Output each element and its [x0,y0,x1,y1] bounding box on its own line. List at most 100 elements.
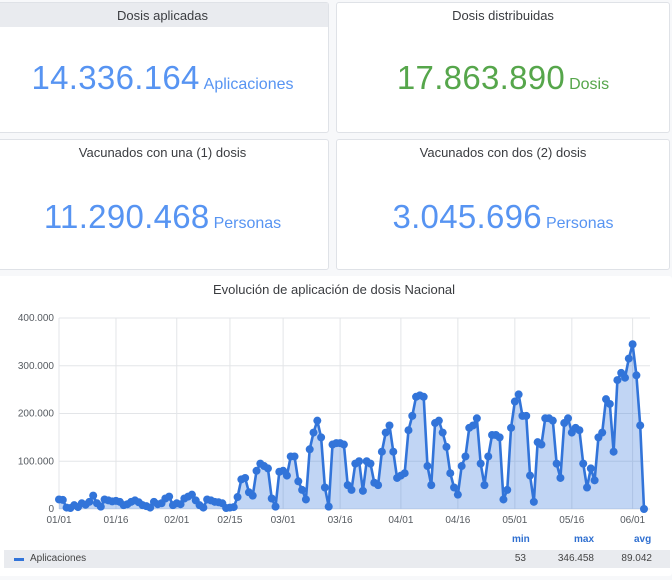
stat-unit: Aplicaciones [203,76,294,93]
stat-unit: Personas [545,215,614,232]
data-point [526,471,535,480]
data-point [400,469,409,478]
data-point [301,495,310,504]
data-point [282,471,291,480]
legend-header-min[interactable]: min [512,534,530,545]
data-point [548,416,557,425]
x-tick-label: 02/15 [217,515,242,526]
data-point [290,452,299,461]
data-point [537,440,546,449]
data-point [419,392,428,401]
y-tick-label: 300.000 [18,361,55,372]
y-tick-label: 0 [48,504,54,515]
data-point [271,502,280,511]
data-point [472,414,481,423]
data-point [385,421,394,430]
x-tick-label: 04/16 [445,515,470,526]
data-point [510,397,519,406]
panel-title[interactable]: Dosis aplicadas [0,3,328,27]
data-point [358,486,367,495]
legend-series-name[interactable]: Aplicaciones [30,553,87,564]
panel-title[interactable]: Vacunados con dos (2) dosis [419,145,587,160]
data-point [377,447,386,456]
data-point [621,373,630,382]
panel-evolucion-dosis: Evolución de aplicación de dosis Naciona… [0,276,672,576]
data-point [374,481,383,490]
stat-value-row: 3.045.696 Personas [337,198,669,236]
stat-value: 14.336.164 [31,59,200,96]
data-point [586,464,595,473]
data-point [624,354,633,363]
stat-value-row: 17.863.890 Dosis [337,59,669,97]
data-point [339,440,348,449]
legend-row-aplicaciones[interactable]: Aplicaciones 53 346.458 89.042 [4,550,670,568]
data-point [632,371,641,380]
data-point [564,414,573,423]
y-tick-label: 100.000 [18,456,55,467]
data-point [575,426,584,435]
data-point [199,503,208,512]
data-point [442,442,451,451]
stat-value-row: 11.290.468 Personas [0,198,328,236]
stat-value: 3.045.696 [392,198,542,235]
data-point [89,491,98,500]
data-point [241,473,250,482]
x-tick-label: 05/16 [559,515,584,526]
panel-title[interactable]: Vacunados con una (1) dosis [78,145,247,160]
data-point [438,428,447,437]
stat-unit: Dosis [569,76,610,93]
data-point [294,477,303,486]
legend-series-swatch [14,558,24,561]
data-point [583,483,592,492]
x-tick-label: 03/01 [271,515,296,526]
series-area-aplicaciones [59,344,644,509]
legend-max-value: 346.458 [557,553,594,564]
data-point [85,497,94,506]
data-point [96,502,105,511]
panel-title[interactable]: Dosis distribuidas [452,8,554,23]
data-point [484,452,493,461]
data-point [248,491,257,500]
data-point [229,503,238,512]
data-point [628,340,637,349]
data-point [165,492,174,501]
x-tick-label: 02/01 [164,515,189,526]
data-point [476,459,485,468]
legend-avg-value: 89.042 [621,553,652,564]
data-point [427,481,436,490]
data-point [503,485,512,494]
data-point [640,505,648,513]
legend-header-avg[interactable]: avg [634,534,652,545]
data-point [522,411,531,420]
data-point [309,428,318,437]
x-tick-label: 04/01 [388,515,413,526]
data-point [408,411,417,420]
data-point [404,426,413,435]
chart-legend: min max avg Aplicaciones 53 346.458 89.0… [4,534,670,572]
chart-plot[interactable]: 0 100.000 200.000 300.000 400.000 01/01 01/16 0… [0,276,672,532]
x-tick-label: 05/01 [502,515,527,526]
data-point [317,433,326,442]
data-point [598,428,607,437]
y-tick-label: 400.000 [18,313,55,324]
y-tick-label: 200.000 [18,409,55,420]
panel-dosis-distribuidas: Dosis distribuidas 17.863.890 Dosis [336,2,670,133]
chart-title[interactable]: Evolución de aplicación de dosis Naciona… [212,282,456,297]
x-tick-label: 01/01 [46,515,71,526]
stat-value-row: 14.336.164 Aplicaciones [0,59,328,97]
panel-vacunados-dos-dosis: Vacunados con dos (2) dosis 3.045.696 Per… [336,139,670,270]
data-point [366,459,375,468]
data-point [605,399,614,408]
data-point [529,497,538,506]
data-point [636,421,645,430]
data-point [389,447,398,456]
data-point [324,502,333,511]
data-point [305,445,314,454]
panel-vacunados-una-dosis: Vacunados con una (1) dosis 11.290.468 Pe… [0,139,329,270]
data-point [313,416,322,425]
stat-value: 17.863.890 [396,59,566,96]
data-point [267,494,276,503]
legend-min-value: 53 [514,553,526,564]
data-point [499,495,508,504]
legend-header-max[interactable]: max [574,534,595,545]
